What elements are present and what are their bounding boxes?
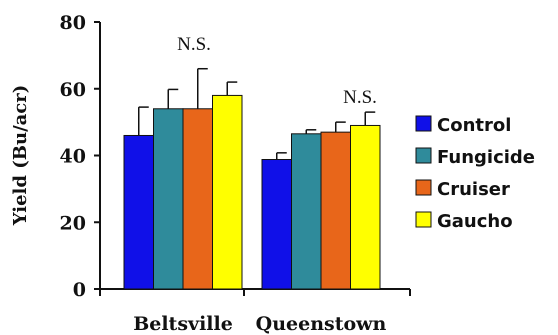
y-tick-label: 40 [60,146,86,168]
y-axis-title: Yield (Bu/acr) [10,85,31,227]
bar-control-queenstown [261,159,292,290]
bar-gaucho-queenstown [350,124,381,290]
legend-swatch-gaucho [415,211,432,228]
error-bars [138,67,376,160]
legend: Control Fungicide Cruiser Gaucho [415,115,535,232]
bar-fungicide-queenstown [291,133,322,290]
y-axis: 0 20 40 60 80 [60,12,101,301]
y-tick-label: 60 [60,79,86,101]
legend-swatch-cruiser [415,179,432,196]
category-label: Queenstown [256,313,387,335]
annotations: N.S. N.S. [177,34,377,108]
annotation-ns: N.S. [177,34,211,55]
legend-swatch-fungicide [415,147,432,164]
legend-label-cruiser: Cruiser [437,179,510,200]
bar-control-beltsville [123,134,154,290]
bar-fungicide-beltsville [153,108,184,290]
legend-label-gaucho: Gaucho [437,211,513,232]
y-tick-label: 0 [73,279,86,301]
annotation-ns: N.S. [343,87,377,108]
bar-cruiser-beltsville [182,108,213,290]
bar-cruiser-queenstown [320,131,351,290]
bar-gaucho-beltsville [212,94,243,290]
bars [123,94,381,290]
category-label: Beltsville [133,313,233,335]
y-tick-label: 80 [60,12,86,34]
legend-swatch-control [415,115,432,132]
y-tick-label: 20 [60,212,86,234]
legend-label-fungicide: Fungicide [437,147,535,168]
x-axis: Beltsville Queenstown [99,288,411,335]
legend-label-control: Control [437,115,511,136]
